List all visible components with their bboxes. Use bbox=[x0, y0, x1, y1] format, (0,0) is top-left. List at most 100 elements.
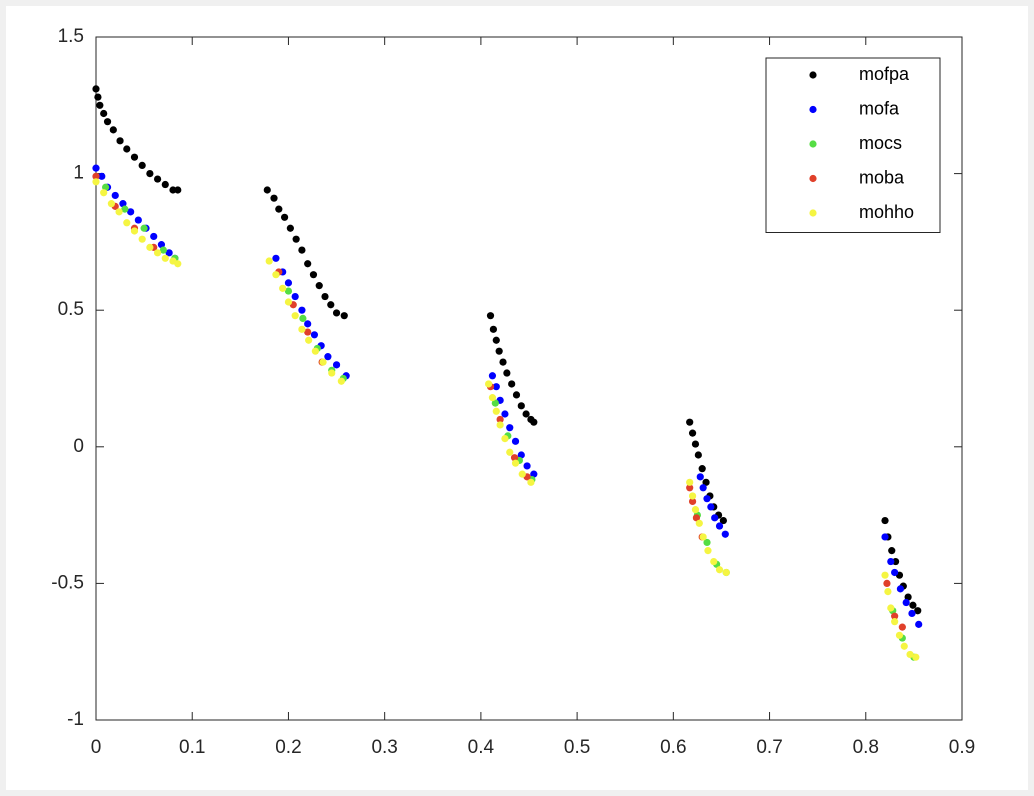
legend-label: mofpa bbox=[859, 64, 910, 84]
point bbox=[518, 470, 526, 478]
point bbox=[488, 372, 497, 380]
point bbox=[703, 538, 711, 547]
point bbox=[909, 601, 917, 609]
point bbox=[280, 213, 289, 221]
point bbox=[699, 484, 707, 492]
point bbox=[161, 254, 169, 262]
point bbox=[517, 451, 525, 459]
point bbox=[702, 478, 710, 486]
point bbox=[150, 232, 158, 241]
point bbox=[915, 620, 923, 628]
point bbox=[902, 598, 910, 607]
point bbox=[123, 145, 131, 153]
x-tick-label: 0.7 bbox=[756, 737, 782, 758]
point bbox=[130, 153, 139, 161]
point bbox=[888, 547, 896, 555]
point bbox=[161, 180, 169, 189]
point bbox=[707, 503, 715, 511]
point bbox=[146, 170, 154, 178]
point bbox=[891, 568, 899, 577]
x-tick-label: 0.5 bbox=[564, 737, 590, 758]
point bbox=[298, 325, 306, 333]
point bbox=[688, 492, 697, 500]
point bbox=[324, 353, 332, 361]
point bbox=[92, 164, 100, 172]
point bbox=[884, 587, 892, 596]
point bbox=[272, 271, 280, 279]
point bbox=[489, 325, 497, 333]
x-tick-label: 0.4 bbox=[468, 737, 495, 758]
legend-marker bbox=[809, 174, 817, 183]
point bbox=[100, 109, 108, 118]
x-tick-label: 0.3 bbox=[371, 737, 397, 758]
point bbox=[523, 462, 531, 470]
point bbox=[328, 369, 336, 377]
point bbox=[310, 331, 319, 339]
point bbox=[491, 399, 499, 407]
point bbox=[511, 437, 520, 445]
point bbox=[883, 579, 891, 588]
point bbox=[906, 650, 914, 659]
point bbox=[291, 312, 299, 320]
point bbox=[912, 653, 920, 661]
point bbox=[119, 200, 127, 208]
point bbox=[92, 178, 100, 186]
point bbox=[272, 254, 280, 262]
point bbox=[694, 451, 702, 459]
point bbox=[109, 126, 117, 134]
point bbox=[688, 497, 697, 506]
point bbox=[527, 478, 535, 486]
legend-marker bbox=[809, 71, 817, 79]
point bbox=[94, 93, 102, 101]
point bbox=[686, 484, 694, 492]
point bbox=[908, 609, 916, 618]
point bbox=[121, 205, 129, 213]
point bbox=[265, 257, 273, 265]
point bbox=[530, 418, 538, 426]
point bbox=[881, 571, 889, 579]
point bbox=[159, 246, 167, 254]
point bbox=[719, 516, 727, 525]
point bbox=[284, 279, 293, 287]
point bbox=[895, 631, 904, 639]
y-tick-label: 1.5 bbox=[58, 26, 84, 47]
legend-label: mofa bbox=[859, 98, 900, 118]
legend-marker bbox=[809, 209, 817, 217]
point bbox=[512, 391, 521, 399]
point bbox=[506, 448, 514, 456]
point bbox=[530, 470, 538, 478]
point bbox=[692, 514, 701, 522]
point bbox=[165, 249, 173, 257]
x-tick-label: 0.8 bbox=[853, 737, 879, 758]
point bbox=[286, 224, 294, 232]
point bbox=[315, 282, 323, 290]
point bbox=[102, 183, 110, 191]
point bbox=[503, 369, 511, 377]
point bbox=[896, 585, 905, 593]
x-tick-label: 0.9 bbox=[949, 737, 975, 758]
point bbox=[488, 394, 497, 402]
point bbox=[715, 566, 724, 574]
point bbox=[153, 175, 162, 183]
point bbox=[174, 260, 182, 268]
y-tick-label: -1 bbox=[67, 709, 84, 730]
point bbox=[914, 607, 922, 615]
point bbox=[298, 246, 306, 254]
point bbox=[138, 161, 146, 170]
point bbox=[130, 227, 139, 235]
point bbox=[696, 473, 704, 481]
point bbox=[711, 514, 719, 522]
point bbox=[107, 200, 115, 208]
legend-marker bbox=[809, 140, 817, 148]
point bbox=[495, 347, 503, 355]
point bbox=[510, 454, 519, 462]
point bbox=[522, 410, 530, 418]
point bbox=[887, 557, 895, 566]
point bbox=[327, 301, 335, 309]
point bbox=[484, 380, 493, 388]
point bbox=[721, 530, 729, 538]
legend: mofpa mofa mocs moba mohho bbox=[765, 57, 941, 233]
point bbox=[284, 298, 293, 306]
legend-marker bbox=[809, 105, 817, 114]
